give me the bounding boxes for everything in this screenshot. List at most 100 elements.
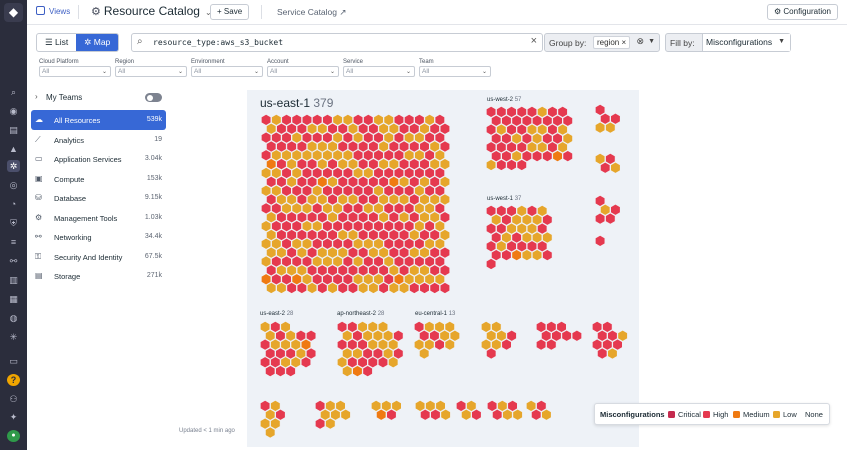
resource-hex[interactable] [547, 106, 558, 118]
resource-hex[interactable] [285, 347, 296, 360]
resource-hex[interactable] [461, 408, 472, 421]
resource-hex[interactable] [286, 211, 297, 224]
resource-hex[interactable] [337, 282, 348, 294]
resource-hex[interactable] [342, 329, 353, 342]
resource-hex[interactable] [368, 122, 379, 135]
resource-hex[interactable] [322, 131, 333, 144]
resource-hex[interactable] [521, 114, 532, 127]
metrics-nav-icon[interactable]: ▲ [9, 144, 18, 154]
resource-hex[interactable] [342, 237, 353, 250]
resource-hex[interactable] [439, 282, 451, 294]
resource-hex[interactable] [307, 211, 318, 224]
resource-hex[interactable] [501, 150, 512, 162]
resource-hex[interactable] [368, 282, 379, 294]
resource-hex[interactable] [342, 273, 353, 286]
resource-hex[interactable] [301, 202, 313, 215]
resource-hex[interactable] [440, 408, 451, 421]
infrastructure-nav-icon[interactable]: ✲ [7, 160, 20, 172]
resource-hex[interactable] [367, 356, 378, 369]
resource-hex[interactable] [388, 193, 399, 206]
resource-hex[interactable] [276, 122, 287, 135]
resource-hex[interactable] [347, 356, 358, 369]
resource-hex[interactable] [521, 150, 532, 162]
resource-hex[interactable] [429, 264, 440, 277]
resource-hex[interactable] [393, 184, 405, 197]
resource-hex[interactable] [378, 122, 389, 135]
resource-hex[interactable] [429, 176, 440, 188]
resource-hex[interactable] [281, 237, 292, 250]
resource-hex[interactable] [358, 229, 369, 241]
resource-hex[interactable] [337, 193, 348, 206]
resource-hex[interactable] [486, 123, 497, 136]
resource-hex[interactable] [595, 121, 606, 134]
resource-hex[interactable] [429, 158, 440, 170]
legend-item-high[interactable]: High [703, 410, 728, 419]
resource-hex[interactable] [388, 176, 399, 188]
group-label-eu-central-1[interactable]: eu-central-1 13 [415, 311, 455, 317]
resource-hex[interactable] [521, 213, 532, 226]
resource-hex[interactable] [424, 202, 435, 215]
resource-hex[interactable] [347, 282, 359, 294]
resource-hex[interactable] [537, 141, 548, 154]
resource-hex[interactable] [332, 273, 343, 286]
resource-hex[interactable] [276, 193, 287, 206]
resource-hex[interactable] [439, 158, 451, 170]
resource-hex[interactable] [368, 193, 379, 206]
group-by-control[interactable]: Group by: region × ⊗ ▼ [544, 33, 660, 52]
resource-hex[interactable] [373, 149, 384, 162]
resource-hex[interactable] [607, 329, 618, 342]
resource-hex[interactable] [295, 347, 306, 360]
resource-hex[interactable] [424, 338, 435, 351]
resource-hex[interactable] [414, 167, 425, 179]
sparkle-nav-icon[interactable]: ✦ [9, 412, 18, 422]
resource-hex[interactable] [327, 246, 338, 259]
resource-hex[interactable] [276, 158, 287, 170]
resource-hex[interactable] [526, 106, 538, 118]
save-button[interactable]: + Save [210, 4, 250, 20]
resource-hex[interactable] [291, 131, 302, 144]
resource-hex[interactable] [388, 122, 399, 135]
resource-hex[interactable] [353, 114, 364, 126]
resource-hex[interactable] [399, 282, 410, 294]
resource-hex[interactable] [332, 237, 343, 250]
help-icon[interactable]: ? [7, 374, 20, 386]
resource-hex[interactable] [353, 131, 364, 144]
resource-hex[interactable] [261, 220, 272, 232]
resource-hex[interactable] [373, 237, 384, 250]
resource-hex[interactable] [322, 167, 333, 179]
resource-hex[interactable] [429, 282, 440, 294]
resource-hex[interactable] [342, 255, 353, 268]
resource-hex[interactable] [315, 400, 326, 412]
resource-hex[interactable] [317, 122, 328, 135]
fill-by-select[interactable]: Misconfigurations [702, 34, 790, 51]
resource-hex[interactable] [516, 141, 527, 154]
resource-hex[interactable] [516, 123, 527, 136]
resource-hex[interactable] [368, 211, 379, 224]
resource-hex[interactable] [383, 184, 394, 197]
resource-hex[interactable] [363, 114, 374, 126]
resource-hex[interactable] [300, 338, 312, 351]
resource-hex[interactable] [266, 140, 277, 153]
resource-hex[interactable] [597, 347, 608, 360]
resource-hex[interactable] [556, 321, 567, 333]
resource-hex[interactable] [312, 237, 323, 250]
chevron-down-icon[interactable]: ▼ [778, 38, 785, 45]
resource-hex[interactable] [393, 149, 405, 162]
resource-hex[interactable] [327, 122, 338, 135]
resource-hex[interactable] [439, 211, 451, 224]
resource-hex[interactable] [368, 246, 379, 259]
resource-hex[interactable] [409, 246, 420, 259]
resource-hex[interactable] [357, 356, 368, 369]
group-label-us-west-2[interactable]: us-west-2 57 [487, 97, 521, 103]
resource-hex[interactable] [434, 338, 445, 351]
resource-hex[interactable] [291, 149, 302, 162]
resource-hex[interactable] [372, 329, 383, 342]
resource-hex[interactable] [281, 114, 292, 126]
resource-hex[interactable] [332, 202, 343, 215]
resource-hex[interactable] [358, 176, 369, 188]
resource-hex[interactable] [271, 202, 282, 215]
resource-hex[interactable] [317, 264, 328, 277]
resource-hex[interactable] [271, 273, 282, 286]
resource-hex[interactable] [557, 106, 568, 118]
resource-hex[interactable] [383, 149, 394, 162]
